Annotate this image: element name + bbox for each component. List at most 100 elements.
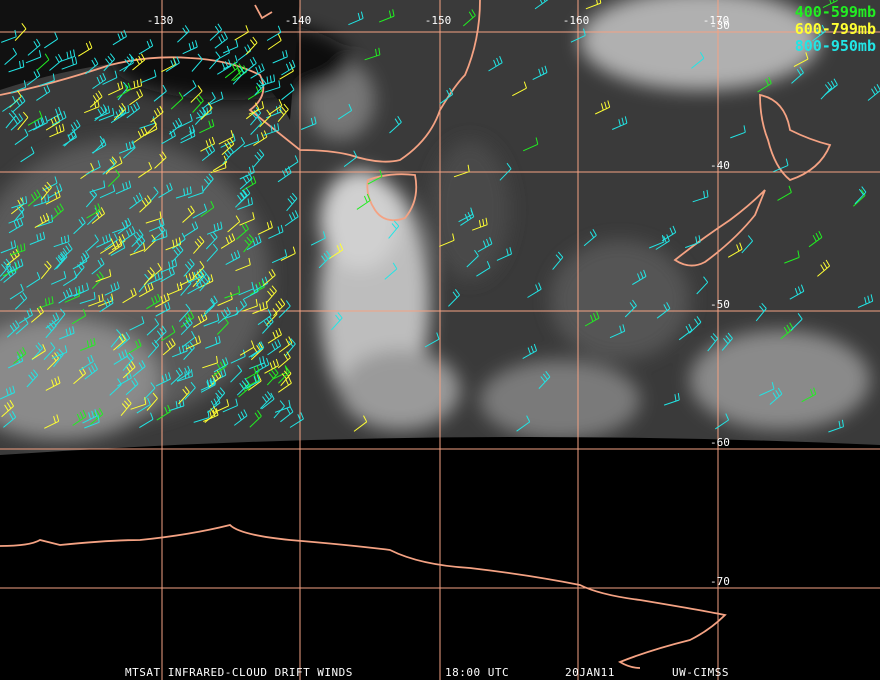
wind-barb (277, 351, 291, 369)
wind-barb (691, 51, 705, 69)
wind-barb (249, 280, 265, 296)
wind-barb (241, 176, 257, 192)
wind-barb (200, 200, 215, 218)
wind-barb (138, 282, 154, 298)
wind-barb (286, 192, 298, 212)
wind-barb (187, 185, 204, 199)
wind-barb (224, 285, 241, 299)
wind-barb (143, 234, 157, 253)
wind-barb (192, 94, 204, 113)
wind-barb (239, 340, 255, 356)
wind-barb (773, 158, 789, 173)
wind-barb (235, 189, 247, 208)
wind-barb (584, 311, 600, 327)
wind-barb (195, 268, 207, 287)
wind-barb (239, 172, 253, 190)
longitude-label: -130 (147, 14, 174, 27)
wind-barb (272, 49, 288, 64)
wind-barb (857, 294, 874, 308)
legend-entry: 800-950mb (795, 37, 876, 55)
wind-barb (266, 367, 279, 386)
wind-barb (155, 372, 171, 387)
wind-barb (121, 226, 136, 243)
wind-barb (14, 128, 29, 146)
wind-barb (222, 398, 238, 413)
wind-barb (263, 123, 280, 136)
wind-barb (147, 339, 160, 358)
wind-barb (168, 398, 185, 412)
wind-barb (277, 166, 292, 183)
wind-barb (60, 243, 73, 261)
wind-barb (266, 25, 282, 41)
wind-barb (199, 119, 215, 134)
wind-barb (30, 305, 44, 323)
wind-barb (854, 186, 867, 205)
wind-barb (367, 169, 383, 185)
wind-barb (252, 301, 268, 315)
wind-barb (780, 322, 794, 340)
wind-barb (2, 95, 16, 112)
wind-barb (148, 262, 162, 280)
wind-barb (209, 23, 223, 41)
wind-barb (113, 102, 127, 121)
wind-barb (177, 113, 193, 129)
wind-barb (64, 289, 80, 303)
wind-barb (34, 213, 50, 229)
wind-barb (141, 69, 157, 84)
wind-barb (10, 80, 27, 94)
wind-barb (155, 292, 170, 308)
wind-barb (790, 313, 803, 331)
wind-barb (98, 107, 115, 121)
wind-barb (0, 385, 16, 400)
wind-barb (45, 319, 57, 339)
wind-barb (250, 107, 262, 126)
wind-barb (170, 92, 184, 110)
wind-barb (727, 242, 743, 258)
wind-barb (532, 65, 548, 81)
wind-barb (14, 23, 27, 41)
wind-barb (777, 185, 792, 201)
wind-barb (73, 216, 86, 235)
wind-barb (278, 365, 291, 384)
wind-barb (26, 369, 39, 388)
wind-barb (172, 232, 186, 250)
longitude-label: -170 (703, 14, 730, 27)
wind-barb (203, 408, 219, 422)
wind-barb (107, 169, 121, 187)
wind-barb (92, 72, 107, 90)
wind-barb (37, 296, 54, 309)
wind-barb (249, 410, 262, 428)
wind-barb (165, 237, 182, 251)
wind-barb (8, 258, 24, 274)
wind-barb (113, 333, 126, 351)
wind-barb (203, 313, 220, 327)
wind-barb (36, 84, 51, 101)
wind-barb (51, 345, 68, 359)
wind-barb (343, 150, 358, 167)
wind-barb (92, 135, 105, 154)
wind-barb (122, 352, 134, 371)
wind-barb (89, 180, 106, 193)
wind-barb (204, 295, 218, 313)
wind-barb (262, 315, 274, 334)
wind-barb (160, 267, 175, 283)
wind-barb (113, 349, 128, 365)
wind-barb (161, 325, 176, 342)
wind-barb (170, 367, 184, 385)
wind-barb (9, 283, 24, 300)
wind-barb (318, 250, 331, 269)
wind-barb (15, 317, 29, 335)
wind-barb (253, 149, 265, 168)
wind-barb (730, 125, 746, 139)
wind-barb (245, 373, 261, 388)
wind-barb (49, 123, 65, 138)
wind-barb (609, 324, 626, 339)
wind-barb (273, 400, 285, 419)
wind-barb (156, 404, 171, 421)
wind-barb (99, 296, 114, 313)
wind-barb (61, 56, 78, 70)
wind-barb (206, 221, 223, 235)
latitude-label: -50 (710, 298, 730, 311)
wind-barb (138, 39, 154, 55)
wind-barb (243, 56, 257, 74)
